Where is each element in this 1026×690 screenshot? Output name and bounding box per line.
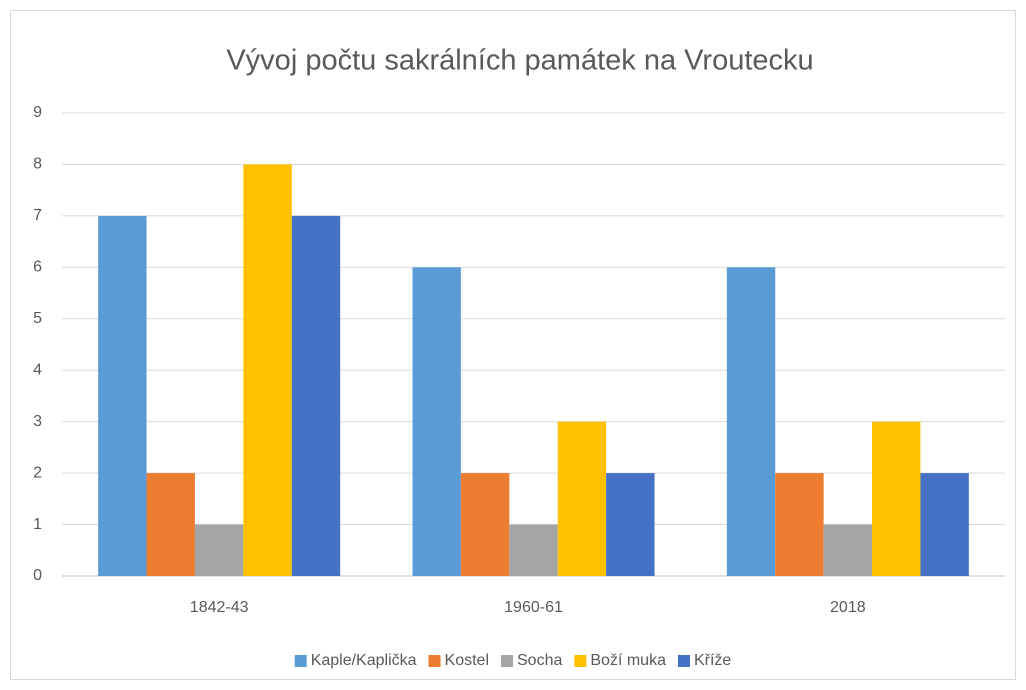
legend-swatch [677,655,690,667]
x-tick-label: 2018 [830,599,866,616]
chart-border [10,10,1016,680]
y-tick-label: 9 [33,104,42,121]
legend-label: Kaple/Kaplička [311,652,417,669]
x-tick-label: 1842-43 [190,599,249,616]
legend-label: Kříže [694,652,731,669]
bar [823,524,873,576]
chart-title: Vývoj počtu sakrálních památek na Vroute… [226,45,813,77]
legend-swatch [574,655,587,667]
legend-swatch [428,655,441,667]
x-tick-label: 1960-61 [504,599,563,616]
bar [557,421,607,576]
bar [726,267,776,576]
bar [606,473,655,576]
y-tick-label: 4 [33,361,42,378]
bar [146,473,195,576]
y-tick-label: 0 [33,567,42,584]
bar [509,524,558,576]
legend-swatch [501,655,513,667]
legend-label: Kostel [445,652,489,669]
legend-swatch [294,655,307,667]
bar [243,164,292,576]
y-tick-label: 6 [33,259,42,276]
y-tick-label: 8 [33,156,42,173]
bar [412,267,461,576]
legend-label: Boží muka [590,652,666,669]
legend-label: Socha [517,652,562,669]
bar [775,473,824,576]
bar [920,473,969,576]
y-tick-label: 3 [33,413,42,430]
bar [460,473,510,576]
bar [98,215,147,576]
bar [194,524,244,576]
y-tick-label: 7 [33,207,42,224]
y-tick-label: 2 [33,464,42,481]
y-tick-label: 1 [33,516,42,533]
y-tick-label: 5 [33,310,42,327]
bar [291,215,341,576]
bar [872,421,921,576]
